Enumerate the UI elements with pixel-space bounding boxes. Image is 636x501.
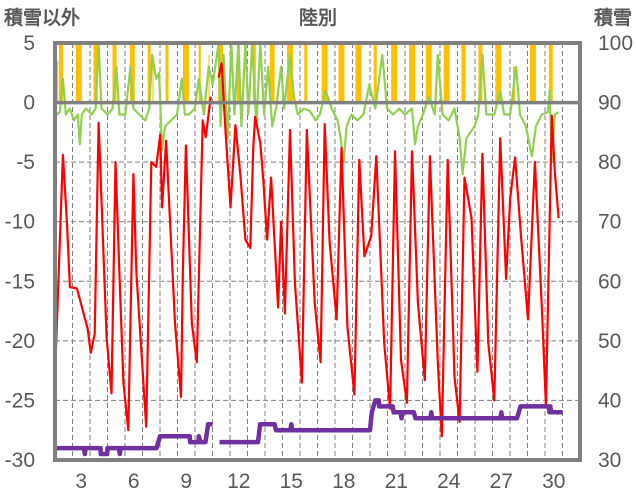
x-tick-label: 6 <box>128 470 140 493</box>
chart-title: 陸別 <box>299 6 337 29</box>
sunshine-bar <box>321 43 328 103</box>
x-tick-label: 18 <box>332 470 355 493</box>
sunshine-bar <box>409 43 415 103</box>
sunshine-bar <box>147 43 151 103</box>
series-line-red <box>53 96 212 432</box>
sunshine-bar <box>338 43 345 103</box>
y2-tick-label: 90 <box>598 92 621 115</box>
left-axis-title: 積雪以外 <box>4 6 80 29</box>
y-tick-label: -5 <box>16 151 35 174</box>
x-tick-label: 21 <box>385 470 408 493</box>
sunshine-bar <box>57 60 59 103</box>
sunshine-bar <box>425 43 432 103</box>
x-tick-label: 9 <box>180 470 192 493</box>
y2-tick-label: 40 <box>598 389 621 412</box>
x-tick-label: 15 <box>280 470 303 493</box>
y-tick-label: -15 <box>5 270 35 293</box>
x-tick-label: 24 <box>437 470 461 493</box>
sunshine-bar <box>165 43 169 103</box>
sunshine-bar <box>355 43 362 103</box>
sunshine-bar <box>304 43 308 103</box>
sunshine-bar <box>152 54 154 103</box>
series-line-snow-depth <box>55 422 213 457</box>
x-tick-label: 12 <box>227 470 250 493</box>
plot-frame <box>53 41 582 462</box>
sunshine-bar <box>208 54 210 103</box>
series-line-red <box>217 62 560 438</box>
x-tick-label: 27 <box>490 470 513 493</box>
sunshine-bar <box>75 43 82 103</box>
y-tick-label: 0 <box>23 92 35 115</box>
sunshine-bar <box>198 43 201 103</box>
sunshine-bar <box>548 43 553 103</box>
series-line-snow-depth <box>219 398 563 445</box>
sunshine-bar <box>373 43 377 103</box>
sunshine-bar <box>182 43 189 103</box>
y-tick-label: -10 <box>5 211 35 234</box>
sunshine-bar <box>287 43 293 103</box>
sunshine-bar <box>495 43 502 103</box>
sunshine-bar <box>443 43 450 103</box>
y2-tick-label: 30 <box>598 449 621 472</box>
y2-tick-label: 50 <box>598 330 621 353</box>
sunshine-bar <box>529 43 536 103</box>
y-tick-label: -25 <box>5 389 35 412</box>
y-tick-label: -20 <box>5 330 35 353</box>
y2-tick-label: 70 <box>598 211 621 234</box>
y-tick-label: -30 <box>5 449 35 472</box>
series-line-green <box>53 41 560 176</box>
sunshine-bar <box>391 43 398 103</box>
x-tick-label: 30 <box>542 470 565 493</box>
series-lines <box>53 41 563 457</box>
sunshine-bar <box>58 43 63 103</box>
y2-tick-label: 60 <box>598 270 621 293</box>
sunshine-bar <box>129 43 135 103</box>
right-axis-title: 積雪 <box>594 6 632 29</box>
y2-tick-label: 80 <box>598 151 621 174</box>
sunshine-bar <box>269 43 275 103</box>
x-tick-label: 3 <box>75 470 87 493</box>
y-tick-label: 5 <box>23 32 35 55</box>
y2-tick-label: 100 <box>598 32 633 55</box>
sunshine-bar <box>112 43 117 103</box>
sunshine-bar <box>461 43 466 103</box>
sunshine-bar <box>93 43 98 103</box>
